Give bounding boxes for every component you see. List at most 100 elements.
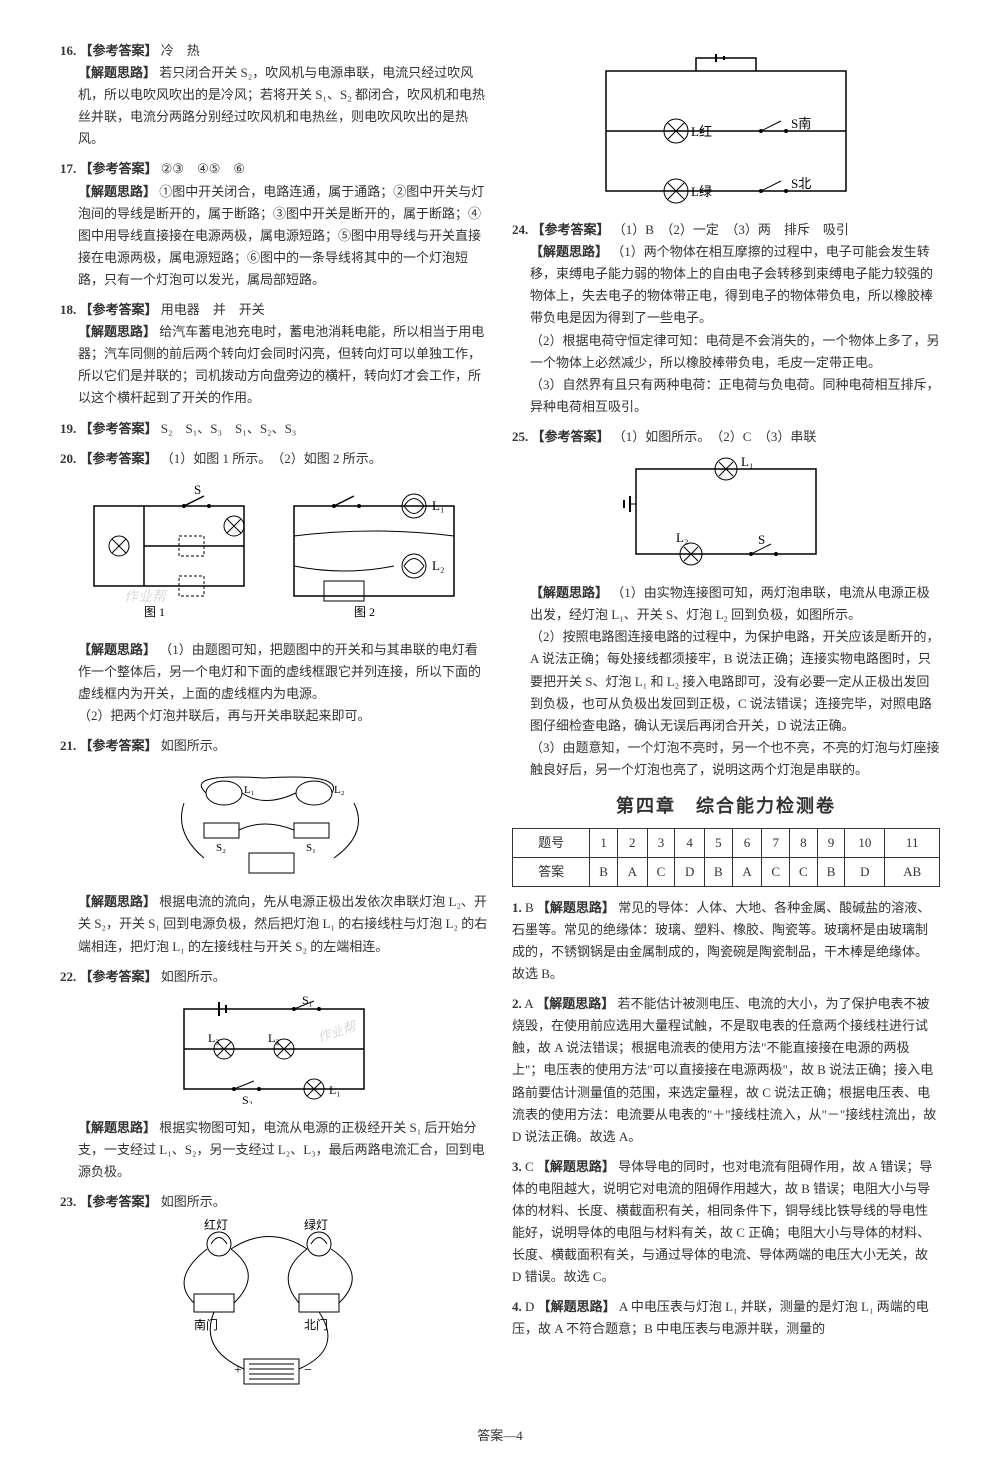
q2-exp-label: 【解题思路】 [536,996,614,1011]
q20-ans-label: 【参考答案】 [80,451,158,466]
q20-circuit-diagram-icon: S 图 1 作业帮 [84,476,464,626]
q23-ans-label: 【参考答案】 [80,1194,158,1209]
q3-sel: C [525,1159,534,1174]
q4-num: 4. [512,1299,522,1314]
q22-num: 22. [60,969,76,984]
question-4: 4. D 【解题思路】 A 中电压表与灯泡 L₁ 并联，测量的是灯泡 L₁ 两端… [512,1296,940,1340]
q20-figures: S 图 1 作业帮 [60,476,488,633]
q21-num: 21. [60,738,76,753]
table-cell: D [675,857,705,886]
q2-sel: A [524,996,533,1011]
question-23: 23. 【参考答案】 如图所示。 红灯 绿灯 南门 北门 [60,1191,488,1401]
table-cell: C [790,857,818,886]
svg-text:L绿: L绿 [691,184,712,199]
q24-exp3: （3）自然界有且只有两种电荷：正电荷与负电荷。同种电荷相互排斥，异种电荷相互吸引… [512,374,940,418]
q22-figure: S₁ L₃ L₂ S₂ L₁ 作业帮 [60,994,488,1111]
q19-num: 19. [60,421,76,436]
table-cell: 8 [790,828,818,857]
q22-exp-label: 【解题思路】 [78,1120,156,1135]
q4-sel: D [525,1299,534,1314]
svg-text:L₁: L₁ [432,498,444,513]
q19-ans: S₂ S₁、S₃ S₁、S₂、S₃ [161,421,297,436]
q20-num: 20. [60,451,76,466]
q1-num: 1. [512,900,522,915]
q20-exp-label: 【解题思路】 [78,642,156,657]
table-cell: 题号 [513,828,590,857]
q21-figure: L₁ L₂ S₂ S₁ [60,763,488,885]
q2-exp: 若不能估计被测电压、电流的大小，为了保护电表不被烧毁，在使用前应选用大量程试触，… [512,996,936,1144]
q21-circuit-diagram-icon: L₁ L₂ S₂ S₁ [164,763,384,878]
svg-text:S₁: S₁ [302,994,313,1007]
table-cell: 4 [675,828,705,857]
svg-text:绿灯: 绿灯 [304,1219,328,1232]
q25-ans-label: 【参考答案】 [532,429,610,444]
table-cell: B [817,857,845,886]
svg-text:图 2: 图 2 [354,605,375,619]
answer-table: 题号 1 2 3 4 5 6 7 8 9 10 11 答案 B A C D B … [512,828,940,887]
q3-num: 3. [512,1159,522,1174]
q25-exp3: （3）由题意知，一个灯泡不亮时，另一个也不亮，不亮的灯泡与灯座接触良好后，另一个… [512,737,940,781]
svg-text:L₁: L₁ [329,1083,341,1097]
svg-text:作业帮: 作业帮 [124,589,168,605]
q22-ans: 如图所示。 [161,969,226,984]
svg-text:−: − [304,1363,312,1378]
q21-exp-label: 【解题思路】 [78,894,156,909]
q4-exp-label: 【解题思路】 [538,1299,616,1314]
table-cell: 11 [885,828,940,857]
q24-num: 24. [512,222,528,237]
table-cell: 2 [617,828,647,857]
q20-ans: （1）如图 1 所示。 （2）如图 2 所示。 [161,451,382,466]
svg-text:+: + [234,1363,242,1378]
table-cell: 7 [762,828,790,857]
q3-exp: 导体导电的同时，也对电流有阻碍作用，故 A 错误；导体的电阻越大，说明它对电流的… [512,1159,932,1284]
table-cell: 5 [705,828,733,857]
q21-ans: 如图所示。 [161,738,226,753]
q22-circuit-diagram-icon: S₁ L₃ L₂ S₂ L₁ 作业帮 [164,994,384,1104]
svg-text:L₂: L₂ [432,558,444,573]
right-column: L红 S南 L绿 S北 24. 【参考答案】 （1）B （2）一定 （3）两 排… [512,40,940,1409]
table-cell: B [705,857,733,886]
q16-ans: 冷 热 [161,43,200,58]
q1-exp-label: 【解题思路】 [537,900,615,915]
q16-exp-label: 【解题思路】 [78,65,156,80]
question-2: 2. A 【解题思路】 若不能估计被测电压、电流的大小，为了保护电表不被烧毁，在… [512,993,940,1148]
svg-text:L红: L红 [691,124,712,139]
table-row: 题号 1 2 3 4 5 6 7 8 9 10 11 [513,828,940,857]
svg-text:S₁: S₁ [306,842,316,854]
table-cell: 6 [732,828,762,857]
q1-sel: B [525,900,534,915]
q2-num: 2. [512,996,522,1011]
table-cell: 答案 [513,857,590,886]
q18-ans-label: 【参考答案】 [80,302,158,317]
question-21: 21. 【参考答案】 如图所示。 L₁ L₂ S₂ S₁ [60,735,488,957]
left-column: 16. 【参考答案】 冷 热 【解题思路】 若只闭合开关 S₂，吹风机与电源串联… [60,40,488,1409]
question-22: 22. 【参考答案】 如图所示。 S₁ L₃ L₂ [60,966,488,1183]
table-cell: B [590,857,618,886]
question-25: 25. 【参考答案】 （1）如图所示。 （2）C （3）串联 L₁ L₂ [512,426,940,781]
svg-text:L₃: L₃ [208,1031,220,1045]
table-cell: 10 [845,828,885,857]
table-cell: 3 [647,828,675,857]
svg-text:S₂: S₂ [242,1093,253,1104]
svg-text:S₂: S₂ [216,842,226,854]
question-17: 17. 【参考答案】 ②③ ④⑤ ⑥ 【解题思路】 ①图中开关闭合，电路连通，属… [60,158,488,291]
q17-exp-label: 【解题思路】 [78,184,156,199]
q18-num: 18. [60,302,76,317]
table-cell: A [732,857,762,886]
svg-text:L₂: L₂ [676,530,688,545]
page-footer: 答案—4 [0,1425,1000,1447]
question-3: 3. C 【解题思路】 导体导电的同时，也对电流有阻碍作用，故 A 错误；导体的… [512,1156,940,1289]
q17-ans: ②③ ④⑤ ⑥ [161,161,245,176]
question-24: 24. 【参考答案】 （1）B （2）一定 （3）两 排斥 吸引 【解题思路】 … [512,219,940,418]
q16-num: 16. [60,43,76,58]
svg-text:S南: S南 [791,116,811,131]
question-1: 1. B 【解题思路】 常见的导体：人体、大地、各种金属、酸碱盐的溶液、石墨等。… [512,897,940,985]
q20-exp2: （2）把两个灯泡并联后，再与开关串联起来即可。 [60,705,488,727]
q25-figure: L₁ L₂ S [512,454,940,576]
q24-circuit-diagram-icon: L红 S南 L绿 S北 [586,46,866,206]
q24-exp-label: 【解题思路】 [530,244,608,259]
svg-text:S: S [194,482,201,497]
svg-text:作业帮: 作业帮 [316,1018,360,1045]
question-16: 16. 【参考答案】 冷 热 【解题思路】 若只闭合开关 S₂，吹风机与电源串联… [60,40,488,150]
q23-num: 23. [60,1194,76,1209]
